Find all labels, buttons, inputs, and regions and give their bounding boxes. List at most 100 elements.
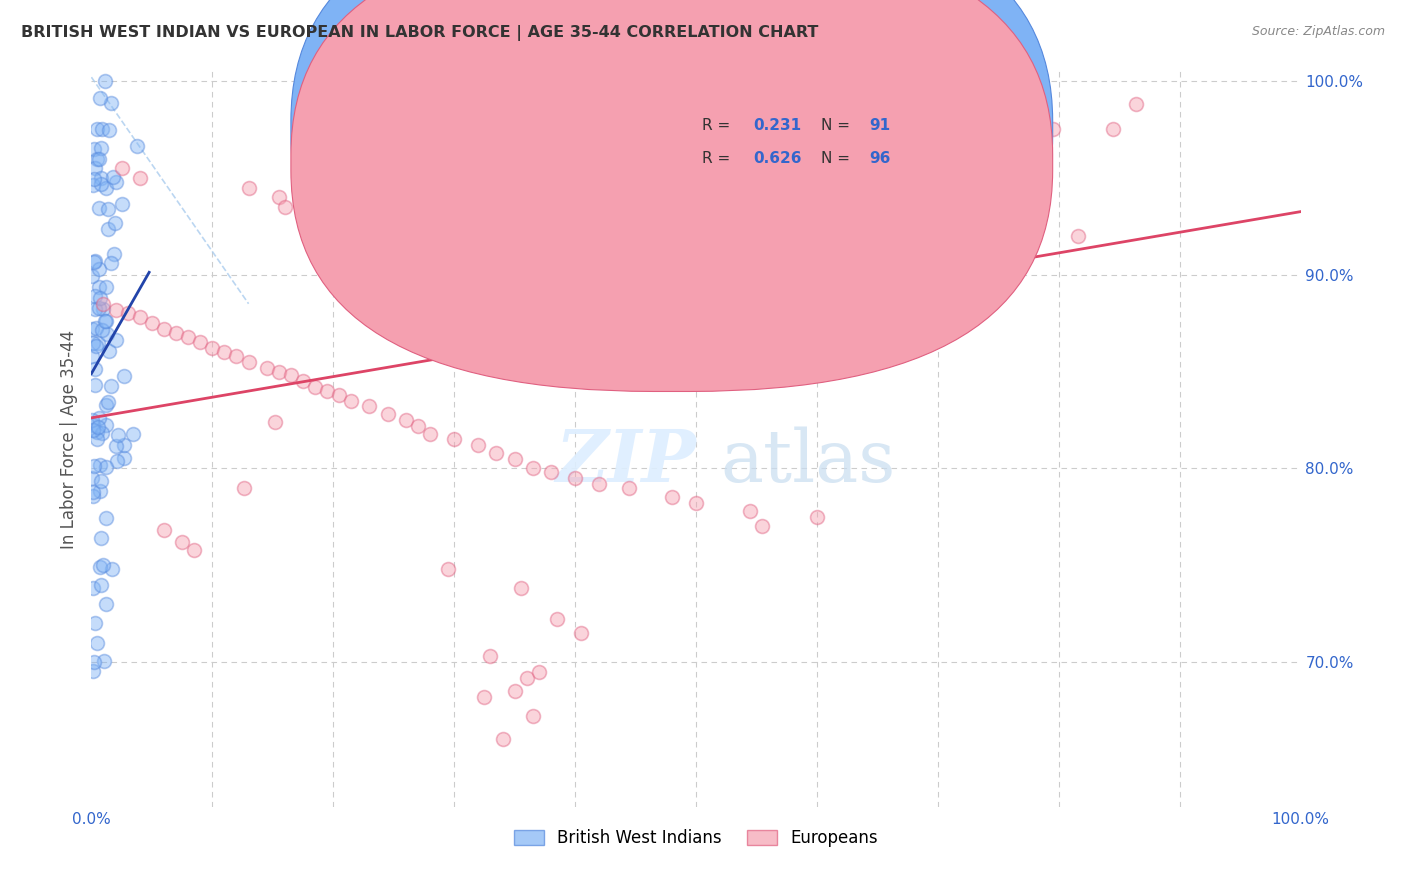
- Text: R =: R =: [702, 118, 735, 133]
- Point: [153, 524, 176, 538]
- Point: [806, 509, 828, 524]
- Point: [569, 626, 592, 640]
- Point: [214, 345, 236, 359]
- Point: [96, 459, 118, 474]
- Point: [564, 471, 586, 485]
- Point: [183, 542, 205, 557]
- Point: [112, 451, 135, 466]
- Point: [84, 339, 107, 353]
- Point: [83, 458, 105, 473]
- Point: [463, 209, 485, 223]
- Point: [558, 122, 581, 136]
- Point: [238, 355, 260, 369]
- Text: 91: 91: [869, 118, 890, 133]
- Point: [527, 665, 550, 679]
- Point: [82, 489, 104, 503]
- Point: [970, 229, 993, 244]
- Point: [267, 190, 290, 204]
- Point: [104, 302, 127, 317]
- Point: [516, 671, 538, 685]
- Point: [84, 321, 107, 335]
- Point: [540, 465, 562, 479]
- Point: [101, 170, 124, 185]
- Point: [516, 258, 538, 272]
- Point: [90, 170, 112, 185]
- Text: atlas: atlas: [720, 426, 896, 497]
- Point: [1042, 122, 1064, 136]
- Point: [90, 140, 112, 154]
- Point: [377, 407, 399, 421]
- Point: [104, 175, 127, 189]
- Point: [406, 418, 429, 433]
- Point: [104, 439, 127, 453]
- Point: [503, 248, 526, 262]
- Point: [89, 560, 111, 574]
- Point: [82, 178, 104, 192]
- Point: [274, 200, 297, 214]
- Point: [80, 322, 103, 336]
- Point: [441, 172, 464, 186]
- Point: [97, 221, 120, 235]
- Y-axis label: In Labor Force | Age 35-44: In Labor Force | Age 35-44: [59, 330, 77, 549]
- Point: [831, 263, 853, 277]
- Point: [90, 426, 112, 441]
- Point: [86, 432, 108, 446]
- Point: [100, 95, 122, 110]
- Point: [503, 451, 526, 466]
- Point: [89, 292, 111, 306]
- Point: [619, 481, 641, 495]
- Point: [101, 562, 124, 576]
- Point: [177, 329, 200, 343]
- Point: [522, 461, 544, 475]
- Point: [103, 247, 125, 261]
- Point: [685, 496, 707, 510]
- Point: [105, 454, 128, 468]
- Point: [83, 255, 105, 269]
- Point: [90, 323, 112, 337]
- Legend: British West Indians, Europeans: British West Indians, Europeans: [508, 822, 884, 855]
- Point: [188, 335, 211, 350]
- Point: [122, 426, 145, 441]
- Point: [395, 413, 418, 427]
- Point: [94, 510, 117, 524]
- Point: [84, 301, 107, 316]
- Point: [111, 197, 134, 211]
- Point: [128, 170, 150, 185]
- Point: [84, 361, 107, 376]
- Point: [97, 395, 120, 409]
- Point: [89, 301, 111, 315]
- Text: 0.626: 0.626: [752, 152, 801, 167]
- Point: [83, 655, 105, 669]
- Point: [540, 122, 562, 136]
- Text: Source: ZipAtlas.com: Source: ZipAtlas.com: [1251, 25, 1385, 38]
- Point: [86, 425, 108, 439]
- Point: [201, 341, 224, 355]
- Point: [232, 481, 254, 495]
- Point: [94, 314, 117, 328]
- FancyBboxPatch shape: [291, 0, 1053, 358]
- Point: [316, 384, 339, 398]
- Point: [419, 426, 441, 441]
- Point: [485, 446, 508, 460]
- Point: [125, 139, 148, 153]
- Point: [86, 122, 108, 136]
- Point: [316, 229, 339, 244]
- Point: [1000, 122, 1022, 136]
- Point: [87, 153, 110, 167]
- Point: [503, 684, 526, 698]
- Point: [82, 471, 104, 485]
- Point: [107, 428, 129, 442]
- Point: [104, 333, 127, 347]
- Point: [89, 484, 111, 499]
- Point: [304, 219, 326, 234]
- Point: [89, 201, 111, 215]
- Point: [304, 380, 326, 394]
- Point: [90, 577, 112, 591]
- Point: [98, 344, 121, 359]
- Point: [291, 210, 314, 224]
- Point: [592, 311, 614, 326]
- Point: [661, 127, 683, 141]
- Point: [82, 418, 104, 433]
- Point: [82, 413, 104, 427]
- Point: [541, 221, 564, 235]
